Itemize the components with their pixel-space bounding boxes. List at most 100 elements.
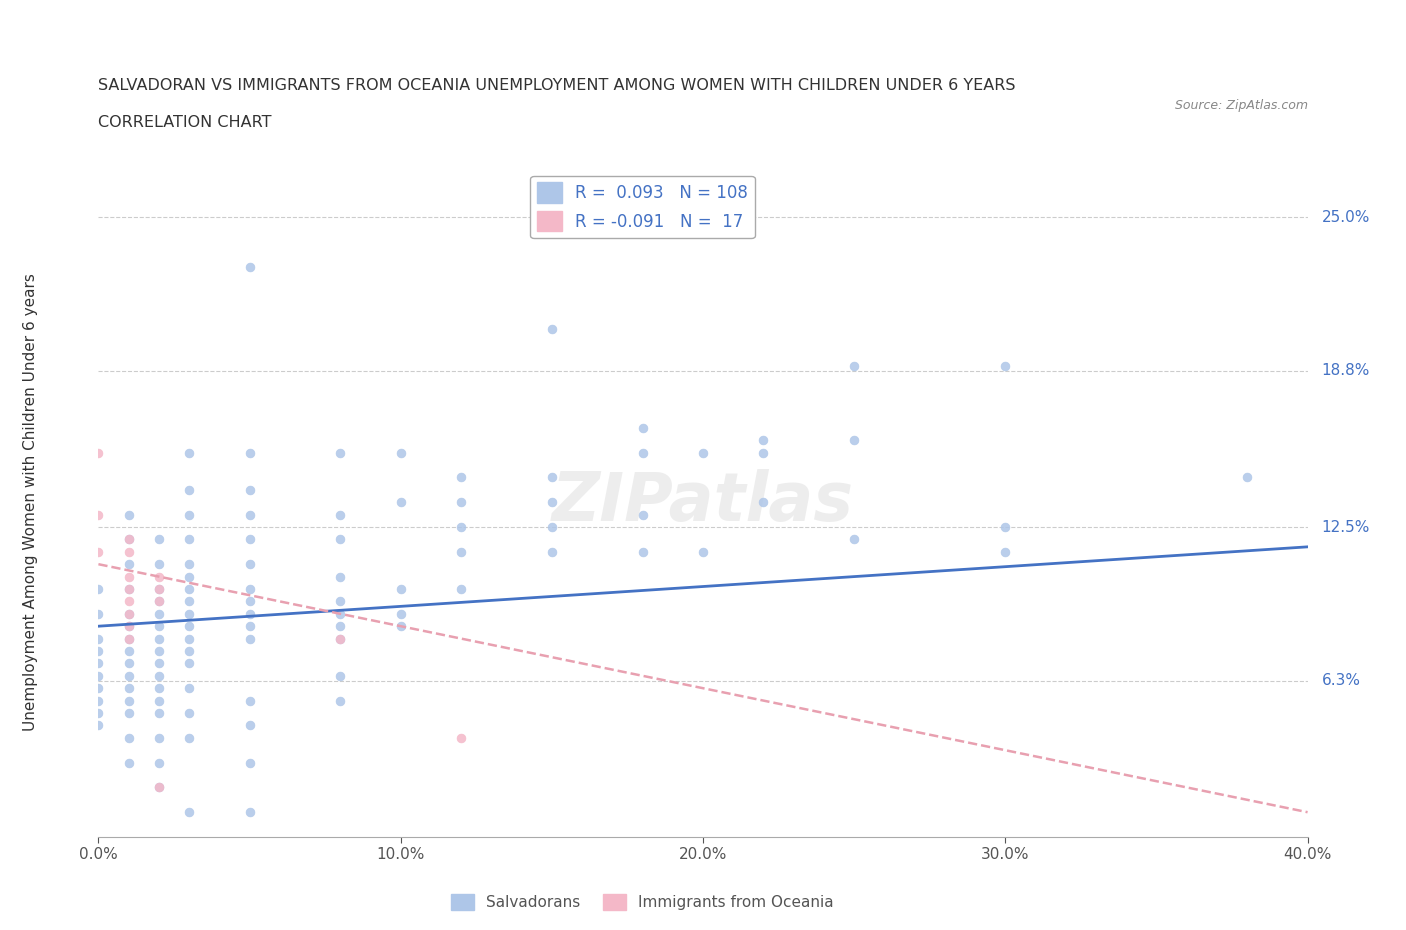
Point (844, 432, 866, 447)
Point (148, 606, 170, 621)
Point (118, 681, 141, 696)
Point (994, 520, 1017, 535)
Point (329, 445, 352, 460)
Point (118, 693, 141, 708)
Point (148, 780, 170, 795)
Point (148, 656, 170, 671)
Point (994, 358, 1017, 373)
Point (87, 693, 110, 708)
Point (177, 631, 201, 646)
Point (177, 532, 201, 547)
Point (239, 483, 262, 498)
Point (239, 693, 262, 708)
Point (329, 532, 352, 547)
Text: 25.0%: 25.0% (1322, 209, 1369, 224)
Point (540, 544, 562, 559)
Point (87, 706, 110, 721)
Point (239, 594, 262, 609)
Point (177, 706, 201, 721)
Point (631, 445, 654, 460)
Point (450, 495, 472, 510)
Point (118, 669, 141, 684)
Point (148, 669, 170, 684)
Point (329, 618, 352, 633)
Point (118, 581, 141, 596)
Text: 18.8%: 18.8% (1322, 364, 1369, 379)
Point (389, 606, 412, 621)
Point (177, 507, 201, 522)
Point (329, 594, 352, 609)
Point (118, 544, 141, 559)
Point (329, 669, 352, 684)
Point (118, 532, 141, 547)
Point (329, 569, 352, 584)
Point (177, 569, 201, 584)
Point (177, 483, 201, 498)
Point (631, 507, 654, 522)
Text: 6.3%: 6.3% (1322, 673, 1361, 688)
Point (177, 644, 201, 658)
Point (177, 594, 201, 609)
Text: CORRELATION CHART: CORRELATION CHART (98, 115, 271, 130)
Point (177, 606, 201, 621)
Point (239, 631, 262, 646)
Point (844, 358, 866, 373)
Point (450, 470, 472, 485)
Point (752, 495, 775, 510)
Point (239, 445, 262, 460)
Point (177, 804, 201, 819)
Point (148, 780, 170, 795)
Point (148, 569, 170, 584)
Point (87, 656, 110, 671)
Text: ZIPatlas: ZIPatlas (553, 470, 853, 535)
Point (177, 730, 201, 745)
Point (752, 445, 775, 460)
Text: Source: ZipAtlas.com: Source: ZipAtlas.com (1174, 99, 1308, 112)
Point (177, 656, 201, 671)
Point (118, 706, 141, 721)
Point (329, 507, 352, 522)
Point (239, 606, 262, 621)
Point (87, 644, 110, 658)
Point (389, 618, 412, 633)
Point (540, 470, 562, 485)
Point (239, 507, 262, 522)
Point (118, 581, 141, 596)
Point (148, 581, 170, 596)
Point (118, 507, 141, 522)
Point (389, 495, 412, 510)
Point (148, 581, 170, 596)
Point (148, 644, 170, 658)
Point (177, 557, 201, 572)
Point (389, 581, 412, 596)
Point (329, 606, 352, 621)
Point (87, 445, 110, 460)
Point (540, 520, 562, 535)
Point (118, 606, 141, 621)
Point (148, 693, 170, 708)
Point (329, 631, 352, 646)
Point (239, 718, 262, 733)
Point (118, 569, 141, 584)
Point (118, 631, 141, 646)
Text: Unemployment Among Women with Children Under 6 years: Unemployment Among Women with Children U… (24, 273, 38, 731)
Point (118, 730, 141, 745)
Point (239, 532, 262, 547)
Point (148, 594, 170, 609)
Point (239, 804, 262, 819)
Point (692, 445, 714, 460)
Point (118, 618, 141, 633)
Point (87, 681, 110, 696)
Point (450, 581, 472, 596)
Point (148, 594, 170, 609)
Point (329, 631, 352, 646)
Point (177, 445, 201, 460)
Point (148, 755, 170, 770)
Text: 12.5%: 12.5% (1322, 520, 1369, 535)
Point (87, 581, 110, 596)
Point (87, 544, 110, 559)
Point (540, 321, 562, 336)
Legend: Salvadorans, Immigrants from Oceania: Salvadorans, Immigrants from Oceania (444, 888, 841, 916)
Point (450, 730, 472, 745)
Point (118, 755, 141, 770)
